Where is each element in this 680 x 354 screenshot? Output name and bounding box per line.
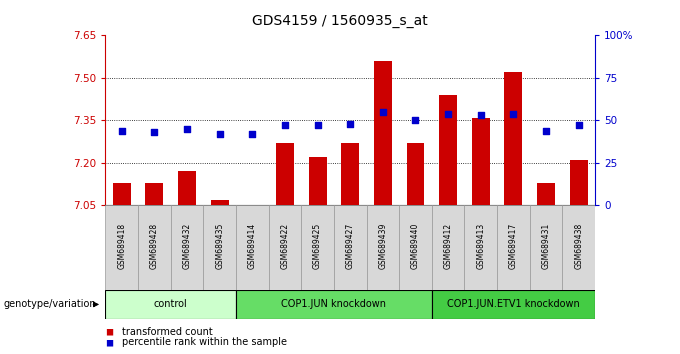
Bar [497, 205, 530, 290]
Bar [105, 205, 138, 290]
Bar [439, 95, 457, 205]
Text: GSM689435: GSM689435 [215, 223, 224, 269]
Text: GSM689439: GSM689439 [378, 223, 388, 269]
Text: COP1.JUN knockdown: COP1.JUN knockdown [282, 299, 386, 309]
Bar [236, 205, 269, 290]
Point [149, 130, 160, 135]
Point [377, 109, 388, 115]
Bar [309, 157, 326, 205]
Bar [301, 205, 334, 290]
Text: GSM689417: GSM689417 [509, 223, 518, 269]
Bar [105, 290, 236, 319]
Point [573, 122, 584, 128]
Text: transformed count: transformed count [122, 327, 213, 337]
Text: GSM689427: GSM689427 [345, 223, 355, 269]
Text: GSM689440: GSM689440 [411, 223, 420, 269]
Bar [341, 143, 359, 205]
Bar [146, 183, 163, 205]
Text: genotype/variation: genotype/variation [3, 299, 96, 309]
Text: GSM689422: GSM689422 [280, 223, 290, 269]
Point [410, 118, 421, 123]
Text: GSM689414: GSM689414 [248, 223, 257, 269]
Text: GSM689432: GSM689432 [182, 223, 192, 269]
Point [182, 126, 192, 132]
Bar [399, 205, 432, 290]
Text: GSM689413: GSM689413 [476, 223, 486, 269]
Bar [505, 72, 522, 205]
Bar [464, 205, 497, 290]
Text: control: control [154, 299, 188, 309]
Point [279, 122, 290, 128]
Bar [138, 205, 171, 290]
Bar [334, 205, 367, 290]
Point [508, 111, 519, 116]
Point [345, 121, 356, 127]
Text: GSM689425: GSM689425 [313, 223, 322, 269]
Text: GSM689412: GSM689412 [443, 223, 453, 269]
Bar [407, 143, 424, 205]
Point [475, 113, 486, 118]
Point [541, 128, 551, 133]
Bar [236, 290, 432, 319]
Bar [367, 205, 399, 290]
Text: percentile rank within the sample: percentile rank within the sample [122, 337, 288, 347]
Bar [432, 205, 464, 290]
Bar [374, 61, 392, 205]
Bar [203, 205, 236, 290]
Point [247, 131, 258, 137]
Text: GDS4159 / 1560935_s_at: GDS4159 / 1560935_s_at [252, 14, 428, 28]
Bar [171, 205, 203, 290]
Point [214, 131, 225, 137]
Text: GSM689431: GSM689431 [541, 223, 551, 269]
Bar [570, 160, 588, 205]
Point [312, 122, 323, 128]
Bar [537, 183, 555, 205]
Point [116, 128, 127, 133]
Bar [211, 200, 228, 205]
Bar [276, 143, 294, 205]
Text: GSM689438: GSM689438 [574, 223, 583, 269]
Text: COP1.JUN.ETV1 knockdown: COP1.JUN.ETV1 knockdown [447, 299, 580, 309]
Bar [432, 290, 595, 319]
Bar [562, 205, 595, 290]
Text: GSM689418: GSM689418 [117, 223, 126, 269]
Bar [113, 183, 131, 205]
Bar [472, 118, 490, 205]
Bar [269, 205, 301, 290]
Bar [178, 171, 196, 205]
Text: ◼: ◼ [105, 337, 114, 347]
Text: ◼: ◼ [105, 327, 114, 337]
Point [443, 111, 454, 116]
Bar [530, 205, 562, 290]
Text: GSM689428: GSM689428 [150, 223, 159, 269]
